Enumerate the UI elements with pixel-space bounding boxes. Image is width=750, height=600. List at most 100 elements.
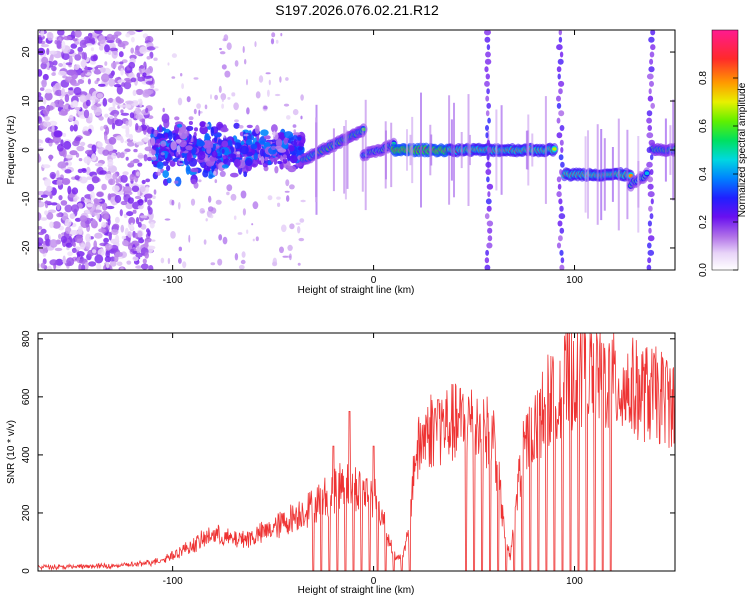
spectrogram-cell	[111, 122, 116, 130]
spectrogram-cell	[260, 156, 265, 165]
spectrogram-cell	[78, 263, 82, 270]
spectrogram-cell	[60, 235, 68, 244]
spectrogram-cell	[47, 32, 54, 41]
snr-y-tick-label: 800	[21, 330, 32, 347]
snr-ticks: -100 0 100 0 200 400 600 800	[21, 330, 675, 587]
spectrogram-x-tick-label: 100	[566, 275, 583, 286]
spectrogram-cell	[137, 162, 143, 167]
spectrogram-cell	[647, 220, 653, 227]
spectrogram-cell	[558, 88, 563, 95]
spectrogram-cell	[282, 158, 288, 164]
spectrogram-cell	[292, 124, 297, 128]
spectrogram-cell	[246, 78, 248, 86]
spectrogram-cell	[250, 143, 258, 150]
spectrogram-cell	[85, 43, 93, 47]
spectrogram-cell	[104, 113, 109, 118]
spectrogram-cell	[97, 248, 105, 256]
spectrogram-cell	[271, 145, 276, 150]
spectrogram-cell	[58, 195, 63, 201]
spectrogram-cell	[600, 129, 603, 221]
spectrogram-y-tick-label: -20	[21, 240, 32, 255]
spectrogram-cell	[485, 51, 491, 58]
spectrogram-cell	[145, 178, 151, 183]
spectrogram-cell	[487, 147, 492, 153]
spectrogram-cell	[185, 145, 193, 151]
spectrogram-cell	[246, 151, 253, 157]
spectrogram-cell	[46, 48, 50, 55]
spectrogram-cell	[153, 88, 159, 92]
spectrogram-cell	[62, 148, 67, 158]
spectrogram-cell	[560, 147, 564, 153]
spectrogram-cell	[287, 244, 293, 251]
spectrogram-cell	[647, 235, 655, 242]
spectrogram-cell	[169, 160, 176, 167]
spectrogram-cell	[484, 36, 491, 43]
spectrogram-cell	[61, 88, 66, 97]
spectrogram-cell	[288, 145, 295, 152]
spectrogram-cell	[649, 58, 654, 65]
spectrogram-cell	[89, 96, 95, 101]
spectrogram-cell	[65, 62, 73, 66]
spectrogram-cell	[221, 103, 225, 109]
spectrogram-cell	[171, 53, 177, 58]
spectrogram-cell	[109, 115, 114, 120]
spectrogram-cell	[244, 58, 247, 65]
spectrogram-cell	[140, 223, 147, 230]
spectrogram-cell	[484, 257, 490, 264]
spectrogram-cell	[71, 187, 79, 195]
spectrogram-cell	[80, 72, 86, 77]
spectrogram-cell	[185, 164, 191, 175]
spectrogram-cell	[134, 107, 141, 115]
spectrogram-cell	[467, 94, 470, 206]
snr-frame	[37, 332, 676, 572]
spectrogram-cell	[252, 238, 255, 242]
spectrogram-cell	[73, 197, 78, 202]
spectrogram-cell	[136, 245, 141, 254]
spectrogram-cell	[142, 72, 147, 77]
spectrogram-cell	[647, 249, 655, 256]
spectrogram-cell	[649, 213, 654, 220]
spectrogram-cell	[98, 83, 106, 87]
spectrogram-cell	[531, 133, 534, 167]
spectrogram-cell	[139, 215, 148, 219]
spectrogram-cell	[250, 134, 255, 141]
spectrogram-cell	[57, 70, 67, 76]
spectrogram-cell	[259, 148, 264, 157]
spectrogram-cell	[94, 232, 103, 239]
spectrogram-cell	[146, 46, 156, 51]
spectrogram-cell	[193, 77, 199, 80]
spectrogram-cell	[271, 124, 278, 133]
spectrogram-cell	[74, 136, 82, 142]
spectrogram-cell	[251, 223, 254, 226]
spectrogram-cell	[162, 170, 169, 179]
spectrogram-cell	[112, 99, 116, 108]
spectrogram-cell	[114, 119, 124, 127]
spectrogram-cell	[127, 197, 134, 204]
spectrogram-cell	[300, 115, 303, 120]
spectrogram-cell	[484, 80, 490, 87]
spectrogram-cell	[237, 232, 243, 235]
spectrogram-cell	[233, 215, 237, 220]
spectrogram-cell	[484, 30, 491, 36]
spectrogram-cell	[275, 39, 279, 44]
spectrogram-cell	[65, 242, 73, 248]
spectrogram-cell	[75, 235, 84, 244]
spectrogram-cell	[485, 73, 490, 80]
spectrogram-cell	[556, 242, 562, 249]
spectrogram-cell	[110, 62, 117, 69]
spectrogram-cell	[160, 140, 167, 147]
spectrogram-cell	[122, 240, 129, 246]
spectrogram-cell	[556, 176, 562, 183]
spectrogram-cell	[556, 44, 563, 51]
colorbar-tick-label: 0.0	[698, 263, 709, 277]
spectrogram-cell	[646, 264, 652, 270]
spectrogram-cell	[38, 263, 41, 269]
spectrogram-cell	[121, 59, 128, 63]
spectrogram-cell	[43, 121, 51, 127]
spectrogram-cell	[123, 186, 132, 194]
spectrogram-cell	[131, 185, 140, 193]
spectrogram-cell	[210, 94, 212, 100]
spectrogram-cell	[127, 141, 135, 147]
spectrogram-cell	[217, 258, 223, 266]
